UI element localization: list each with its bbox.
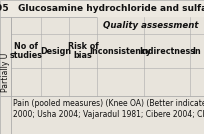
Text: Risk of
bias: Risk of bias [68,42,99,60]
Text: Table 95   Glucosamine hydrochloride and sulfate ver: Table 95 Glucosamine hydrochloride and s… [0,4,204,13]
Bar [11,96,204,134]
Bar [0,96,11,134]
Bar [11,17,204,96]
Text: Design: Design [40,47,71,56]
Text: Partially U: Partially U [1,53,10,92]
Text: Indirectness: Indirectness [139,47,195,56]
Text: Pain (pooled measures) (Knee OA) (Better indicated by low
2000; Usha 2004; Vajar: Pain (pooled measures) (Knee OA) (Better… [13,99,204,119]
Text: Inconsistency: Inconsistency [89,47,151,56]
Bar [0,17,11,96]
Bar [0,0,204,17]
Bar [97,17,204,34]
Text: No of
studies: No of studies [10,42,43,60]
Text: Quality assessment: Quality assessment [103,21,198,30]
Text: In: In [193,47,201,56]
